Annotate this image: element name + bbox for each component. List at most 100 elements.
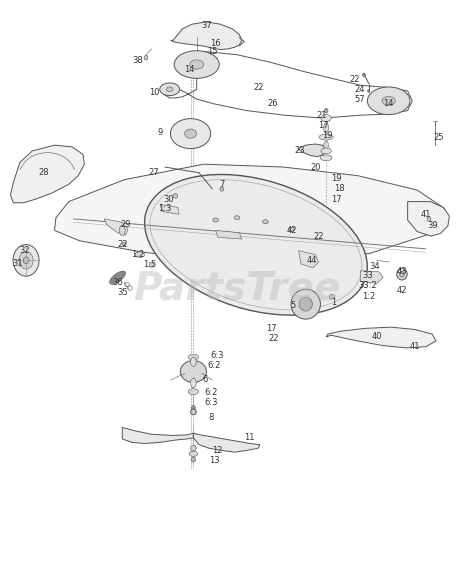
Text: 1: 1 xyxy=(331,298,337,307)
Text: 29: 29 xyxy=(120,220,131,229)
Polygon shape xyxy=(55,164,445,260)
Ellipse shape xyxy=(368,89,370,93)
Ellipse shape xyxy=(213,218,219,222)
Text: 36: 36 xyxy=(112,278,123,287)
Text: 31: 31 xyxy=(13,259,23,268)
Text: 19: 19 xyxy=(322,131,332,141)
Ellipse shape xyxy=(144,55,148,60)
Text: 22: 22 xyxy=(117,240,128,249)
Text: 17: 17 xyxy=(318,121,328,130)
Ellipse shape xyxy=(400,271,404,277)
Text: 30: 30 xyxy=(163,195,173,204)
Ellipse shape xyxy=(189,452,198,456)
Ellipse shape xyxy=(23,257,29,264)
Ellipse shape xyxy=(321,115,331,122)
Polygon shape xyxy=(216,230,242,239)
Polygon shape xyxy=(104,219,128,235)
Text: 28: 28 xyxy=(38,168,49,177)
Ellipse shape xyxy=(397,268,407,280)
Text: 33: 33 xyxy=(362,271,373,280)
Ellipse shape xyxy=(166,87,173,92)
Ellipse shape xyxy=(191,409,196,415)
Ellipse shape xyxy=(382,97,395,105)
Text: 38: 38 xyxy=(132,56,143,65)
Text: 20: 20 xyxy=(310,162,320,172)
Ellipse shape xyxy=(220,187,224,191)
Text: 5: 5 xyxy=(290,301,296,310)
Ellipse shape xyxy=(191,445,196,451)
Ellipse shape xyxy=(191,357,196,366)
Text: 1:2: 1:2 xyxy=(362,292,375,301)
Text: 14: 14 xyxy=(184,65,195,74)
Text: 6: 6 xyxy=(202,374,208,384)
Ellipse shape xyxy=(191,378,196,388)
Text: 15: 15 xyxy=(207,47,218,56)
Ellipse shape xyxy=(329,294,334,299)
Text: 10: 10 xyxy=(149,88,159,97)
Text: 43: 43 xyxy=(397,267,407,276)
Text: 17: 17 xyxy=(266,324,276,333)
Polygon shape xyxy=(298,144,326,157)
Text: 23: 23 xyxy=(294,146,305,156)
Text: 22: 22 xyxy=(313,232,324,241)
Text: 41: 41 xyxy=(410,342,420,351)
Text: 6:3: 6:3 xyxy=(204,397,218,407)
Ellipse shape xyxy=(13,244,39,276)
Text: 27: 27 xyxy=(149,168,159,177)
Polygon shape xyxy=(408,202,449,236)
Text: 13: 13 xyxy=(209,456,219,465)
Text: PartsTree: PartsTree xyxy=(133,269,341,307)
Text: 40: 40 xyxy=(372,332,382,342)
Ellipse shape xyxy=(427,217,431,221)
Text: 35: 35 xyxy=(117,288,128,297)
Text: 8: 8 xyxy=(208,413,214,422)
Text: 44: 44 xyxy=(307,256,317,265)
Text: 25: 25 xyxy=(433,132,444,142)
Polygon shape xyxy=(299,251,319,268)
Text: 42: 42 xyxy=(397,286,407,295)
Ellipse shape xyxy=(190,60,204,69)
Ellipse shape xyxy=(234,216,240,220)
Text: 39: 39 xyxy=(427,221,438,230)
Polygon shape xyxy=(193,433,260,452)
Text: 11: 11 xyxy=(244,433,254,442)
Polygon shape xyxy=(122,427,193,444)
Text: 16: 16 xyxy=(210,39,221,48)
Polygon shape xyxy=(326,327,436,348)
Ellipse shape xyxy=(145,175,367,315)
Ellipse shape xyxy=(149,263,154,267)
Text: 37: 37 xyxy=(201,21,211,31)
Ellipse shape xyxy=(188,354,199,360)
Polygon shape xyxy=(171,22,242,50)
Text: 6:2: 6:2 xyxy=(208,361,221,370)
Ellipse shape xyxy=(135,252,145,257)
Ellipse shape xyxy=(180,361,206,382)
Ellipse shape xyxy=(263,219,268,224)
Ellipse shape xyxy=(19,252,33,269)
Text: 19: 19 xyxy=(331,174,342,183)
Ellipse shape xyxy=(324,123,328,133)
Ellipse shape xyxy=(324,108,328,113)
Ellipse shape xyxy=(160,83,180,96)
Text: 6:2: 6:2 xyxy=(204,388,218,397)
Ellipse shape xyxy=(191,457,196,462)
Ellipse shape xyxy=(122,242,126,246)
Ellipse shape xyxy=(363,73,365,77)
Ellipse shape xyxy=(289,227,294,232)
Ellipse shape xyxy=(367,87,410,115)
Ellipse shape xyxy=(321,148,331,154)
Ellipse shape xyxy=(324,141,328,149)
Text: 57: 57 xyxy=(354,94,365,104)
Ellipse shape xyxy=(191,406,195,410)
Text: 22: 22 xyxy=(349,75,360,84)
Text: 7: 7 xyxy=(219,180,225,189)
Ellipse shape xyxy=(299,297,312,311)
Text: 9: 9 xyxy=(157,128,163,137)
Ellipse shape xyxy=(320,155,332,161)
Text: 42: 42 xyxy=(286,226,297,235)
Text: 17: 17 xyxy=(331,195,342,204)
Ellipse shape xyxy=(184,129,196,138)
Text: 18: 18 xyxy=(334,184,344,194)
Text: 21: 21 xyxy=(316,111,327,120)
Text: 41: 41 xyxy=(420,210,431,219)
